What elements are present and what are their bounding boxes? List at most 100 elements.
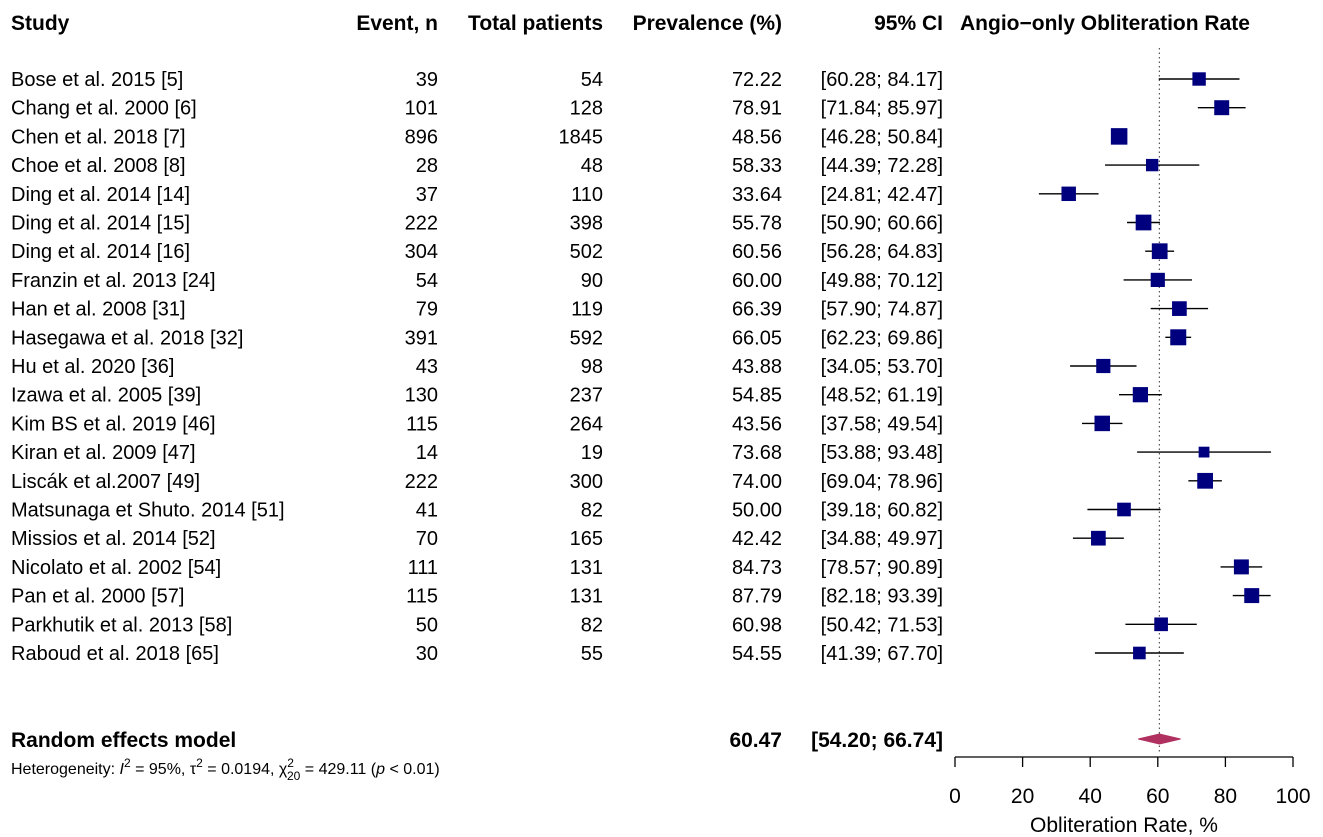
x-axis-label: Obliteration Rate, % xyxy=(1030,814,1218,837)
estimate-square xyxy=(1151,243,1168,260)
study-label: Kiran et al. 2009 [47] xyxy=(11,442,196,464)
prevalence-value: 50.00 xyxy=(732,500,782,522)
total-value: 19 xyxy=(581,442,603,464)
ci-value: [57.90; 74.87] xyxy=(821,299,943,321)
ci-value: [78.57; 90.89] xyxy=(821,557,943,579)
study-label: Bose et al. 2015 [5] xyxy=(11,69,183,91)
total-value: 98 xyxy=(581,356,603,378)
ci-value: [37.58; 49.54] xyxy=(821,413,943,435)
total-value: 1845 xyxy=(559,126,604,148)
total-value: 131 xyxy=(570,586,603,608)
estimate-square xyxy=(1170,329,1187,346)
ci-value: [56.28; 64.83] xyxy=(821,241,943,263)
prevalence-value: 55.78 xyxy=(732,213,782,235)
event-value: 28 xyxy=(416,155,438,177)
study-label: Choe et al. 2008 [8] xyxy=(11,155,186,177)
x-tick-label: 20 xyxy=(1011,785,1034,808)
total-value: 128 xyxy=(570,98,603,120)
estimate-square xyxy=(1096,358,1111,374)
pooled-label: Random effects model xyxy=(11,729,236,752)
estimate-square xyxy=(1117,502,1131,517)
ci-value: [48.52; 61.19] xyxy=(821,385,943,407)
prevalence-value: 48.56 xyxy=(732,126,782,148)
event-value: 115 xyxy=(406,586,438,608)
event-value: 70 xyxy=(416,528,438,550)
ci-value: [60.28; 84.17] xyxy=(821,69,943,91)
x-tick-label: 0 xyxy=(949,785,961,808)
prevalence-value: 54.55 xyxy=(732,643,782,665)
ci-value: [49.88; 70.12] xyxy=(821,270,943,292)
event-value: 130 xyxy=(405,385,438,407)
event-value: 41 xyxy=(416,500,438,522)
study-label: Raboud et al. 2018 [65] xyxy=(11,643,219,665)
prevalence-value: 84.73 xyxy=(732,557,782,579)
header-ci: 95% CI xyxy=(874,12,943,35)
plot-marks xyxy=(1038,48,1271,752)
event-value: 304 xyxy=(405,241,438,263)
estimate-square xyxy=(1110,128,1128,145)
event-value: 37 xyxy=(416,184,438,206)
prevalence-value: 43.88 xyxy=(732,356,782,378)
estimate-square xyxy=(1132,387,1149,403)
total-value: 398 xyxy=(570,213,603,235)
prevalence-value: 87.79 xyxy=(732,586,782,608)
study-label: Hu et al. 2020 [36] xyxy=(11,356,174,378)
estimate-square xyxy=(1091,530,1106,546)
estimate-square xyxy=(1197,472,1213,489)
estimate-square xyxy=(1154,617,1168,632)
study-label: Ding et al. 2014 [16] xyxy=(11,241,190,263)
x-tick-label: 80 xyxy=(1214,785,1237,808)
study-label: Kim BS et al. 2019 [46] xyxy=(11,413,216,435)
estimate-square xyxy=(1172,301,1187,316)
pooled-ci: [54.20; 66.74] xyxy=(811,729,943,752)
event-value: 222 xyxy=(405,471,438,493)
study-label: Izawa et al. 2005 [39] xyxy=(11,385,201,407)
total-value: 131 xyxy=(570,557,603,579)
event-value: 54 xyxy=(416,270,438,292)
ci-value: [62.23; 69.86] xyxy=(821,327,943,349)
x-tick-label: 60 xyxy=(1146,785,1169,808)
prevalence-value: 60.98 xyxy=(732,614,782,636)
header-total: Total patients xyxy=(468,12,603,35)
ci-value: [71.84; 85.97] xyxy=(821,98,943,120)
ci-value: [69.04; 78.96] xyxy=(821,471,943,493)
ci-value: [44.39; 72.28] xyxy=(821,155,943,177)
prevalence-value: 43.56 xyxy=(732,413,782,435)
event-value: 43 xyxy=(416,356,438,378)
study-label: Chang et al. 2000 [6] xyxy=(11,98,197,120)
total-value: 54 xyxy=(581,69,603,91)
study-label: Liscák et al.2007 [49] xyxy=(11,471,200,493)
prevalence-value: 60.00 xyxy=(732,270,782,292)
header-study: Study xyxy=(11,12,70,35)
prevalence-value: 72.22 xyxy=(732,69,782,91)
pooled-prevalence: 60.47 xyxy=(729,729,782,752)
study-label: Franzin et al. 2013 [24] xyxy=(11,270,216,292)
study-label: Han et al. 2008 [31] xyxy=(11,299,186,321)
total-value: 90 xyxy=(581,270,603,292)
ci-value: [34.05; 53.70] xyxy=(821,356,943,378)
ci-value: [82.18; 93.39] xyxy=(821,586,943,608)
event-value: 115 xyxy=(406,413,438,435)
study-label: Pan et al. 2000 [57] xyxy=(11,586,184,608)
total-value: 55 xyxy=(581,643,603,665)
event-value: 50 xyxy=(416,614,438,636)
estimate-square xyxy=(1150,272,1165,287)
study-label: Ding et al. 2014 [14] xyxy=(11,184,190,206)
prevalence-value: 58.33 xyxy=(732,155,782,177)
prevalence-value: 74.00 xyxy=(732,471,782,493)
ci-value: [34.88; 49.97] xyxy=(821,528,943,550)
study-label: Ding et al. 2014 [15] xyxy=(11,213,190,235)
x-tick-label: 40 xyxy=(1079,785,1102,808)
ci-value: [50.90; 60.66] xyxy=(821,213,943,235)
pooled-diamond xyxy=(1138,733,1181,745)
prevalence-value: 42.42 xyxy=(732,528,782,550)
total-value: 110 xyxy=(571,184,603,206)
x-axis: 0 20 40 60 80 100 xyxy=(949,756,1311,808)
estimate-square xyxy=(1135,214,1152,231)
event-value: 222 xyxy=(405,213,438,235)
prevalence-value: 73.68 xyxy=(732,442,782,464)
total-value: 264 xyxy=(570,413,603,435)
heterogeneity-text: Heterogeneity: I2 = 95%, τ2 = 0.0194, χ2… xyxy=(11,756,440,783)
study-rows: Bose et al. 2015 [5] 39 54 72.22 [60.28; 84.… xyxy=(11,69,943,665)
